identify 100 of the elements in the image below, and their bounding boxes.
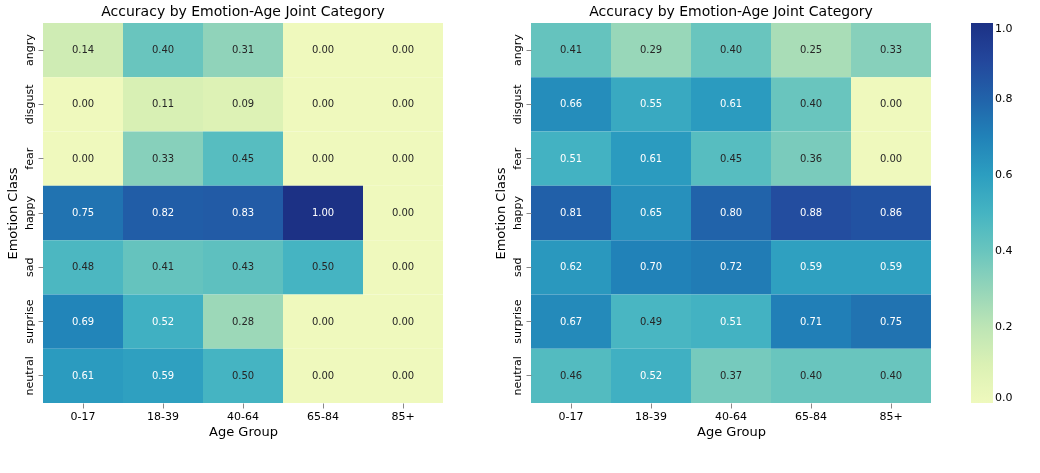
data-label: 0.41	[559, 44, 583, 56]
data-label: 0.75	[71, 207, 95, 218]
data-label: 0.41	[151, 261, 175, 273]
data-label: 0.61	[639, 152, 663, 164]
data-label: 0.61	[719, 98, 743, 110]
y-tick-label: angry	[510, 33, 524, 67]
x-tick-label: 0-17	[70, 409, 96, 423]
data-label: 0.00	[311, 152, 335, 164]
x-tick-label: 40-64	[715, 409, 747, 423]
x-tick-label: 18-39	[147, 409, 179, 423]
y-axis-title: Emotion Class	[4, 167, 20, 260]
x-tick-label: 65-84	[307, 409, 339, 423]
x-tick-label: 85+	[879, 409, 903, 423]
data-label: 0.82	[151, 207, 175, 218]
data-label: 0.40	[799, 98, 823, 110]
color-bar-label: 0.4	[995, 244, 1013, 257]
y-tick-label: happy	[22, 195, 36, 231]
data-label: 0.00	[391, 369, 415, 381]
data-label: 0.33	[151, 152, 175, 164]
data-label: 0.40	[799, 369, 823, 381]
color-bar-label: 1.0	[995, 22, 1013, 35]
data-label: 0.59	[879, 261, 903, 273]
data-label: 0.51	[719, 315, 743, 327]
data-label: 0.40	[879, 369, 903, 381]
data-label: 0.80	[719, 207, 743, 218]
data-label: 0.25	[799, 44, 823, 56]
data-label: 0.40	[719, 44, 743, 56]
x-tick-label: 40-64	[227, 409, 259, 423]
data-label: 0.71	[799, 315, 823, 327]
data-label: 0.33	[879, 44, 903, 56]
x-tick-label: 0-17	[558, 409, 584, 423]
data-label: 0.45	[231, 152, 255, 164]
data-label: 0.66	[559, 98, 583, 110]
data-label: 0.00	[391, 152, 415, 164]
data-label: 0.00	[311, 44, 335, 56]
data-label: 0.36	[799, 152, 823, 164]
data-label: 0.00	[391, 315, 415, 327]
color-bar-label: 0.6	[995, 168, 1013, 181]
data-label: 0.83	[231, 207, 255, 218]
y-axis-title: Emotion Class	[492, 167, 508, 260]
data-label: 0.29	[639, 44, 663, 56]
x-tick-label: 85+	[391, 409, 415, 423]
data-label: 0.69	[71, 315, 95, 327]
data-label: 0.50	[311, 261, 335, 273]
data-label: 0.00	[71, 152, 95, 164]
data-label: 0.14	[71, 44, 95, 56]
x-tick-label: 18-39	[635, 409, 667, 423]
y-tick-label: neutral	[510, 356, 524, 396]
y-tick-label: happy	[510, 195, 524, 231]
color-bar-label: 0.8	[995, 92, 1013, 105]
data-label: 1.00	[311, 207, 335, 218]
data-label: 0.37	[719, 369, 743, 381]
chart-title: Accuracy by Emotion-Age Joint Category	[589, 3, 873, 19]
data-label: 0.00	[391, 207, 415, 218]
data-label: 0.88	[799, 207, 823, 218]
y-tick-label: fear	[22, 147, 36, 170]
y-tick-label: sad	[510, 257, 524, 278]
data-label: 0.11	[151, 98, 175, 110]
data-label: 0.31	[231, 44, 255, 56]
data-label: 0.00	[71, 98, 95, 110]
data-label: 0.00	[311, 369, 335, 381]
x-axis-title: Age Group	[697, 423, 766, 439]
y-tick-label: sad	[22, 257, 36, 278]
data-label: 0.46	[559, 369, 583, 381]
y-tick-label: disgust	[22, 83, 36, 125]
data-label: 0.65	[639, 207, 663, 218]
data-label: 0.09	[231, 98, 255, 110]
y-tick-label: angry	[22, 33, 36, 67]
y-tick-label: neutral	[22, 356, 36, 396]
data-label: 0.28	[231, 315, 255, 327]
data-label: 0.50	[231, 369, 255, 381]
data-label: 0.86	[879, 207, 903, 218]
y-tick-label: disgust	[510, 83, 524, 125]
data-label: 0.70	[639, 261, 663, 273]
y-tick-label: surprise	[22, 299, 36, 344]
data-label: 0.61	[71, 369, 95, 381]
data-label: 0.67	[559, 315, 583, 327]
color-bar-label: 0.0	[995, 391, 1013, 404]
data-label: 0.00	[311, 98, 335, 110]
y-tick-label: fear	[510, 147, 524, 170]
data-label: 0.62	[559, 261, 583, 273]
chart-title: Accuracy by Emotion-Age Joint Category	[101, 3, 385, 19]
data-label: 0.43	[231, 261, 255, 273]
color-bar-label: 0.2	[995, 320, 1013, 333]
data-label: 0.45	[719, 152, 743, 164]
data-label: 0.81	[559, 207, 583, 218]
data-label: 0.00	[391, 98, 415, 110]
data-label: 0.00	[879, 152, 903, 164]
data-label: 0.59	[151, 369, 175, 381]
y-tick-label: surprise	[510, 299, 524, 344]
data-label: 0.48	[71, 261, 95, 273]
data-label: 0.00	[879, 98, 903, 110]
data-label: 0.52	[151, 315, 175, 327]
data-label: 0.00	[311, 315, 335, 327]
x-tick-label: 65-84	[795, 409, 827, 423]
data-label: 0.49	[639, 315, 663, 327]
data-label: 0.55	[639, 98, 663, 110]
data-label: 0.40	[151, 44, 175, 56]
data-label: 0.59	[799, 261, 823, 273]
data-label: 0.75	[879, 315, 903, 327]
